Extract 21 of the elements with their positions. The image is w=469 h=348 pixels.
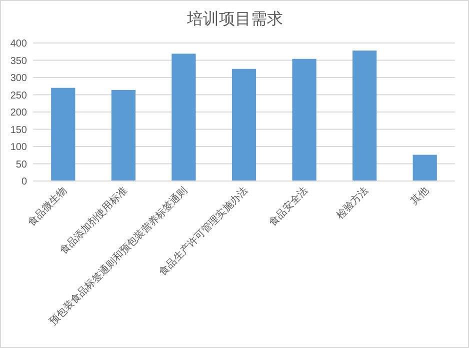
y-tick-label: 50 <box>16 159 28 170</box>
y-tick-label: 300 <box>10 73 28 84</box>
x-tick-label: 其他 <box>408 184 431 208</box>
bar <box>352 50 377 181</box>
y-tick-label: 200 <box>10 108 28 118</box>
bar <box>232 68 256 181</box>
y-tick-label: 150 <box>10 124 28 136</box>
bar <box>51 88 76 181</box>
x-tick-label: 食品微生物 <box>25 184 70 228</box>
bar <box>172 54 196 181</box>
bar <box>292 58 316 181</box>
x-tick-label: 检验方法 <box>334 184 371 222</box>
bar <box>111 90 136 181</box>
bar <box>412 154 437 181</box>
y-tick-label: 250 <box>10 90 28 102</box>
x-tick-label: 食品安全法 <box>266 184 310 228</box>
y-tick-label: 0 <box>21 176 28 188</box>
y-tick-label: 400 <box>10 38 28 50</box>
y-tick-label: 100 <box>10 142 28 153</box>
y-tick-label: 350 <box>10 56 28 67</box>
chart-title: 培训项目需求 <box>186 10 283 28</box>
